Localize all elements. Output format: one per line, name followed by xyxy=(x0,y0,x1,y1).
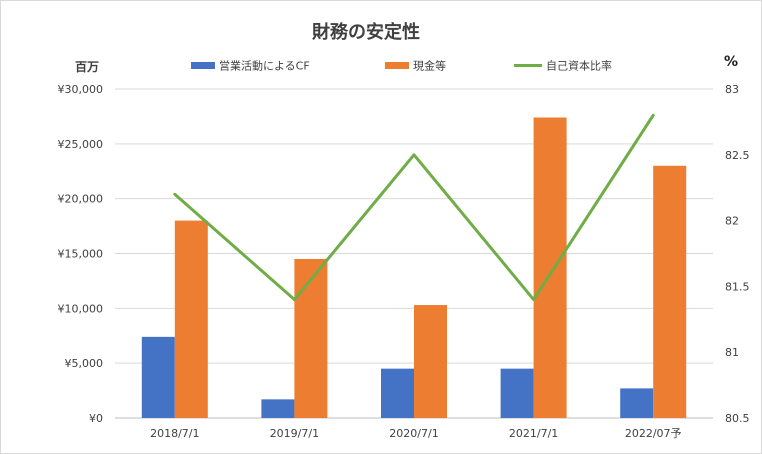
left-axis-ticks: ¥0 ¥5,000 ¥10,000 ¥15,000 ¥20,000 ¥25,000 ¥30,… xyxy=(58,83,104,425)
right-axis-ticks: 80.5 81 81.5 82 82.5 83 xyxy=(725,83,750,425)
right-tick-label: 80.5 xyxy=(725,412,750,425)
right-tick-label: 82.5 xyxy=(725,149,750,162)
left-tick-label: ¥25,000 xyxy=(58,138,104,151)
bar-operating-cf xyxy=(381,368,414,418)
left-tick-label: ¥5,000 xyxy=(65,357,104,370)
bar-cash xyxy=(294,258,328,418)
chart-title: 財務の安定性 xyxy=(312,21,420,43)
bar-cash xyxy=(533,117,567,418)
x-tick-label: 2019/7/1 xyxy=(270,427,319,440)
right-axis-unit: % xyxy=(724,54,738,70)
left-tick-label: ¥10,000 xyxy=(58,302,104,315)
right-tick-label: 82 xyxy=(725,215,739,228)
right-tick-label: 81.5 xyxy=(725,280,750,293)
bar-cash xyxy=(414,305,447,418)
right-tick-label: 83 xyxy=(725,83,739,96)
legend-label: 現金等 xyxy=(413,59,446,73)
line-series xyxy=(173,113,655,302)
bar-series xyxy=(141,117,687,418)
legend-swatch xyxy=(191,62,215,69)
bar-operating-cf xyxy=(141,336,175,418)
line-equity-ratio xyxy=(173,113,655,302)
bar-cash xyxy=(174,220,208,418)
left-tick-label: ¥0 xyxy=(89,412,103,425)
x-tick-label: 2020/7/1 xyxy=(389,427,438,440)
bar-operating-cf xyxy=(261,399,295,418)
legend-swatch xyxy=(385,62,409,69)
left-tick-label: ¥30,000 xyxy=(58,83,104,96)
x-tick-label: 2022/07予 xyxy=(625,427,682,440)
left-tick-label: ¥15,000 xyxy=(58,248,104,261)
bar-operating-cf xyxy=(500,368,534,418)
bar-cash xyxy=(653,165,687,418)
left-axis-unit: 百万 xyxy=(75,60,99,74)
right-tick-label: 81 xyxy=(725,346,739,359)
left-tick-label: ¥20,000 xyxy=(58,193,104,206)
legend-label: 営業活動によるCF xyxy=(219,59,310,73)
x-tick-label: 2021/7/1 xyxy=(509,427,558,440)
x-tick-label: 2018/7/1 xyxy=(150,427,199,440)
legend: 営業活動によるCF 現金等 自己資本比率 xyxy=(191,59,612,73)
legend-label: 自己資本比率 xyxy=(546,59,612,73)
x-axis-ticks: 2018/7/1 2019/7/1 2020/7/1 2021/7/1 2022/07予 xyxy=(150,427,681,440)
bar-operating-cf xyxy=(620,388,654,418)
